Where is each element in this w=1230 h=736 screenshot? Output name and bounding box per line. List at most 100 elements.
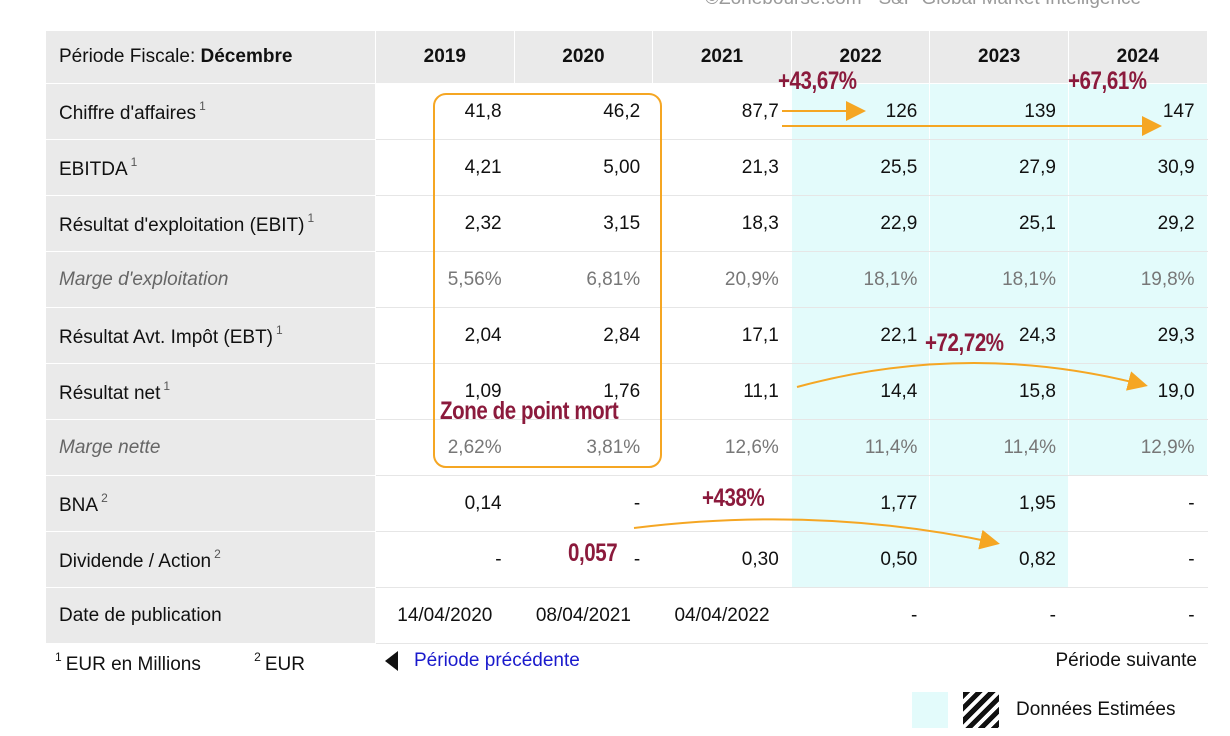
table-cell: 11,4%: [929, 419, 1069, 476]
table-cell: 0,14: [375, 475, 515, 532]
fiscal-period-label: Période Fiscale:: [59, 46, 196, 67]
table-cell: 2,84: [513, 307, 654, 364]
table-row: BNA 2 0,14-1,77 1,95-: [45, 475, 1208, 532]
table-cell: -: [1067, 587, 1208, 644]
table-cell: 11,1: [652, 363, 792, 420]
table-cell: -: [513, 531, 654, 588]
table-cell: 2,04: [375, 307, 515, 364]
unit-footnote-mark: 2: [101, 490, 108, 505]
row-label: Résultat net 1: [45, 363, 376, 420]
unit-note-2-mark: 2: [254, 650, 261, 664]
table-cell: 1,09: [375, 363, 515, 420]
table-cell: 41,8: [375, 83, 515, 140]
table-cell: -: [929, 587, 1069, 644]
year-header-2023: 2023: [929, 30, 1069, 84]
row-label: Marge nette: [45, 419, 376, 476]
row-label-text: Date de publication: [59, 604, 222, 626]
table-cell: 5,00: [513, 139, 654, 196]
hatch-pattern-icon: [963, 692, 999, 728]
row-label: Résultat d'exploitation (EBIT) 1: [45, 195, 376, 252]
fiscal-period-value: Décembre: [200, 46, 293, 67]
table-cell: 0,50: [790, 531, 931, 588]
unit-notes: 1 EUR en Millions 2 EUR: [55, 650, 353, 676]
table-cell: 30,9: [1067, 139, 1208, 196]
row-label-text: Résultat d'exploitation (EBIT): [59, 214, 305, 236]
row-label-text: Marge d'exploitation: [59, 268, 229, 290]
table-cell: 18,1%: [929, 251, 1069, 308]
table-cell: 27,9: [929, 139, 1069, 196]
estimates-legend-label: Données Estimées: [1016, 699, 1176, 720]
row-label-text: Marge nette: [59, 436, 161, 458]
table-cell: 2,32: [375, 195, 515, 252]
table-cell: -: [513, 475, 654, 532]
table-row: Dividende / Action 2- -0,30 0,50 0,82-: [45, 531, 1208, 588]
table-cell: 04/04/2022: [652, 587, 792, 644]
unit-note-1-mark: 1: [55, 650, 62, 664]
next-period-link[interactable]: Période suivante: [1055, 650, 1197, 671]
unit-note-1: 1 EUR en Millions: [55, 650, 225, 675]
table-cell: 15,8: [929, 363, 1069, 420]
table-cell: 6,81%: [513, 251, 654, 308]
unit-footnote-mark: 1: [276, 322, 283, 337]
table-cell: 19,8%: [1067, 251, 1208, 308]
table-cell: 18,1%: [790, 251, 931, 308]
table-cell: 87,7: [652, 83, 792, 140]
row-label: Chiffre d'affaires 1: [45, 83, 376, 140]
previous-period-link[interactable]: Période précédente: [385, 650, 580, 672]
year-header-2021: 2021: [652, 30, 792, 84]
row-label: Dividende / Action 2: [45, 531, 376, 588]
table-cell: 22,1: [790, 307, 931, 364]
row-label: Résultat Avt. Impôt (EBT) 1: [45, 307, 376, 364]
table-cell: 3,15: [513, 195, 654, 252]
estimates-legend: Données Estimées: [912, 692, 1175, 728]
financial-table: Période Fiscale: Décembre 2019 2020 2021…: [45, 30, 1208, 644]
table-cell: -: [1067, 531, 1208, 588]
unit-note-2-text: EUR: [264, 654, 305, 675]
table-cell: 1,95: [929, 475, 1069, 532]
previous-period-label[interactable]: Période précédente: [414, 650, 580, 671]
row-label: Marge d'exploitation: [45, 251, 376, 308]
row-label: BNA 2: [45, 475, 376, 532]
unit-footnote-mark: 2: [214, 546, 221, 561]
table-cell: 29,3: [1067, 307, 1208, 364]
table-cell: 147: [1067, 83, 1208, 140]
table-cell: -: [375, 531, 515, 588]
unit-footnote-mark: 1: [163, 378, 171, 393]
unit-footnote-mark: 1: [307, 210, 315, 225]
unit-note-2: 2 EUR: [254, 650, 329, 675]
unit-note-1-text: EUR en Millions: [65, 654, 201, 675]
estimate-color-swatch: [912, 692, 948, 728]
table-cell: 12,6%: [652, 419, 792, 476]
table-cell: 139: [929, 83, 1069, 140]
arrow-left-icon[interactable]: [385, 651, 398, 671]
table-cell: 24,3: [929, 307, 1069, 364]
year-header-2024: 2024: [1067, 30, 1208, 84]
table-cell: 2,62%: [375, 419, 515, 476]
table-row: Résultat net 1 1,09 1,76 11,1 14,4 15,8 19,0: [45, 363, 1208, 420]
table-cell: 1,76: [513, 363, 654, 420]
table-cell: 14/04/2020: [375, 587, 515, 644]
table-row: Chiffre d'affaires 1 41,8 46,2 87,7 126 139 147: [45, 83, 1208, 140]
table-cell: 20,9%: [652, 251, 792, 308]
table-cell: 25,5: [790, 139, 931, 196]
row-label: Date de publication: [45, 587, 376, 644]
table-cell: 21,3: [652, 139, 792, 196]
table-cell: 5,56%: [375, 251, 515, 308]
table-row: Marge d'exploitation 5,56% 6,81% 20,9% 18,1%…: [45, 251, 1208, 308]
table-cell: 29,2: [1067, 195, 1208, 252]
table-cell: 22,9: [790, 195, 931, 252]
table-cell: 08/04/2021: [513, 587, 654, 644]
table-row: EBITDA 1 4,21 5,00 21,3 25,5 27,9 30,9: [45, 139, 1208, 196]
table-cell: 14,4: [790, 363, 931, 420]
table-cell: 1,77: [790, 475, 931, 532]
table-cell: 25,1: [929, 195, 1069, 252]
row-label-text: EBITDA: [59, 158, 128, 180]
table-cell: 0,82: [929, 531, 1069, 588]
table-row: Date de publication 14/04/2020 08/04/2021 0…: [45, 587, 1208, 644]
table-cell: 18,3: [652, 195, 792, 252]
row-label-text: Résultat net: [59, 382, 161, 404]
year-header-2020: 2020: [513, 30, 654, 84]
row-label-text: Chiffre d'affaires: [59, 102, 197, 124]
year-header-2019: 2019: [375, 30, 515, 84]
table-cell: -: [1067, 475, 1208, 532]
